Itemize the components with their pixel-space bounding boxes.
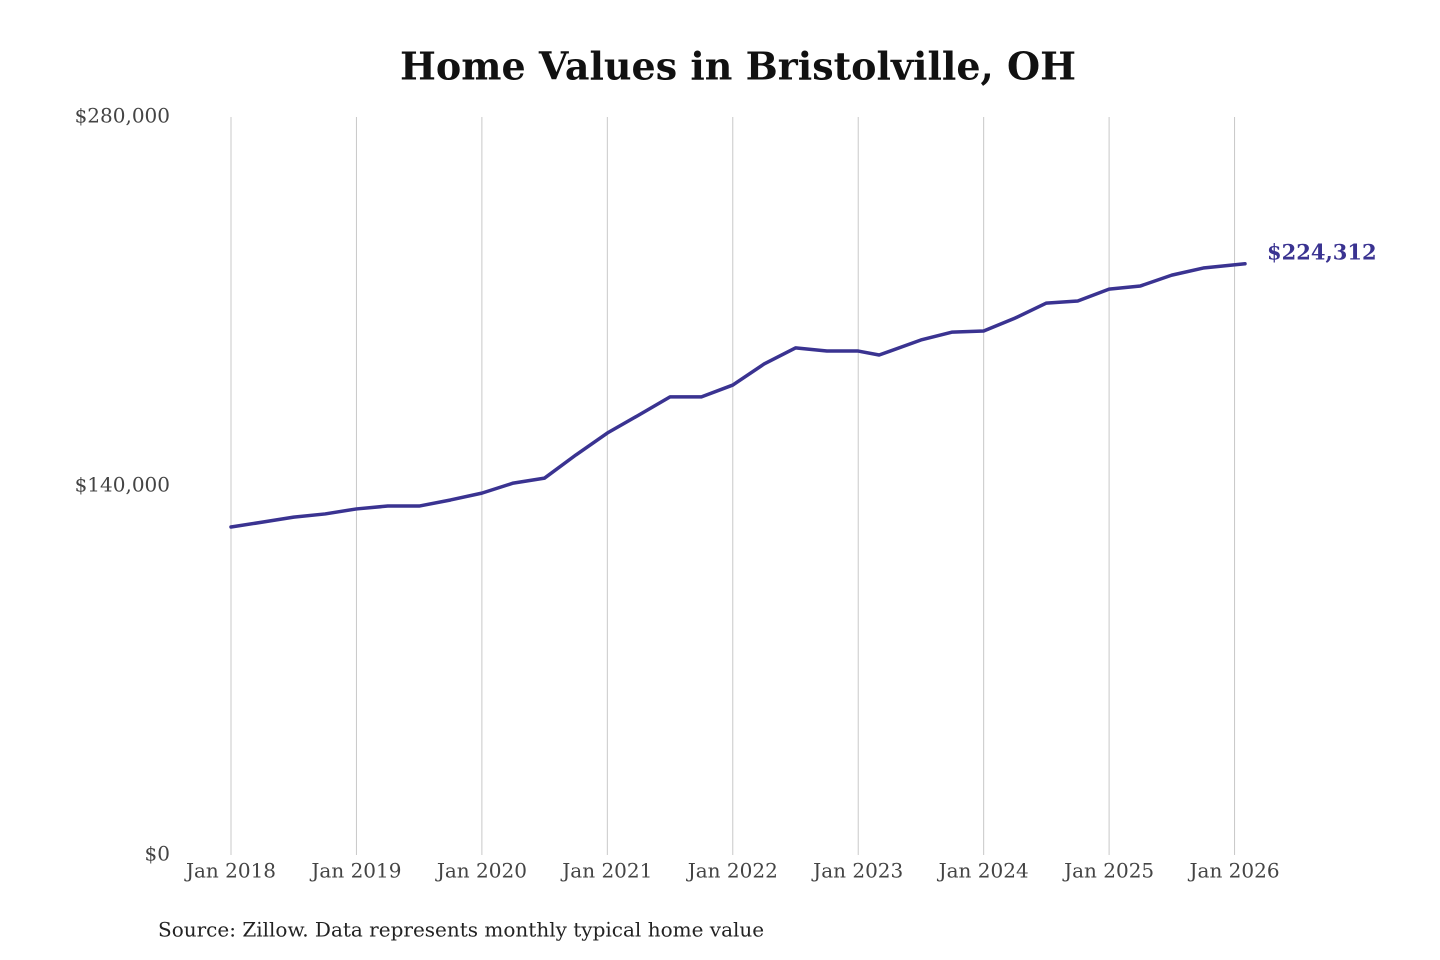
end-value-label: $224,312: [1267, 239, 1377, 264]
y-tick-label: $140,000: [75, 473, 170, 497]
x-tick-label: Jan 2023: [811, 859, 903, 883]
line-series: [229, 262, 1247, 529]
x-tick-label: Jan 2022: [686, 859, 778, 883]
x-tick-label: Jan 2024: [937, 859, 1029, 883]
x-tick-label: Jan 2025: [1062, 859, 1154, 883]
x-tick-label: Jan 2020: [435, 859, 527, 883]
chart-title: Home Values in Bristolville, OH: [400, 44, 1076, 89]
x-tick-label: Jan 2018: [184, 859, 276, 883]
y-tick-label: $0: [145, 842, 170, 866]
source-note: Source: Zillow. Data represents monthly …: [158, 918, 764, 942]
x-tick-label: Jan 2021: [560, 859, 652, 883]
x-tick-label: Jan 2019: [309, 859, 401, 883]
x-tick-label: Jan 2026: [1188, 859, 1280, 883]
y-tick-label: $280,000: [75, 104, 170, 128]
